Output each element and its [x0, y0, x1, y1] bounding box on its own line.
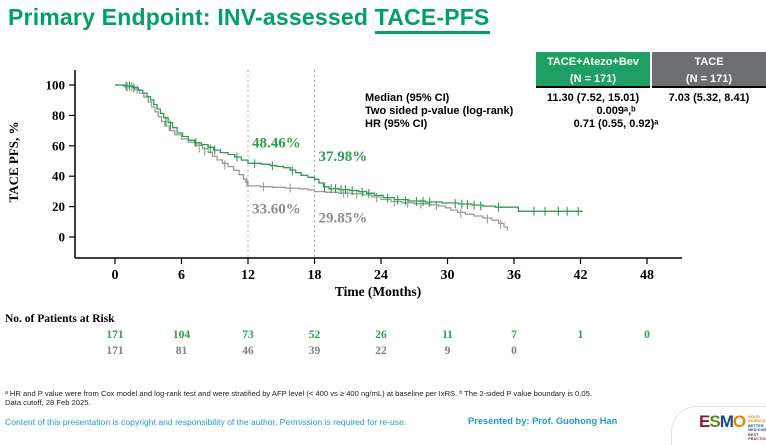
svg-text:12: 12	[241, 268, 255, 283]
svg-text:24: 24	[374, 268, 388, 283]
svg-text:0: 0	[644, 329, 650, 341]
svg-text:30: 30	[441, 268, 455, 283]
svg-text:171: 171	[106, 345, 124, 357]
hr-value: 0.71 (0.55, 0.92)ᵃ	[573, 118, 659, 130]
svg-text:0: 0	[511, 345, 517, 357]
pvalue-value: 0.009ᵃ,ᵇ	[596, 105, 636, 117]
svg-text:Time (Months): Time (Months)	[335, 284, 421, 299]
svg-text:22: 22	[375, 345, 387, 357]
esmo-logo-letters: ESMO	[699, 412, 746, 431]
patients-at-risk-title: No. of Patients at Risk	[5, 313, 115, 325]
hr-label: HR (95% CI)	[365, 118, 428, 130]
svg-text:100: 100	[46, 78, 66, 93]
svg-text:20: 20	[52, 199, 65, 214]
svg-text:1: 1	[578, 329, 584, 341]
median-value-arm2: 7.03 (5.32, 8.41)	[668, 92, 750, 104]
svg-text:46: 46	[242, 345, 254, 357]
footnote-line1: ᵃ HR and P value were from Cox model and…	[5, 389, 592, 398]
svg-text:36: 36	[507, 268, 521, 283]
copyright-text: Content of this presentation is copyrigh…	[5, 417, 407, 427]
svg-text:29.85%: 29.85%	[319, 211, 368, 227]
svg-text:39: 39	[309, 345, 321, 357]
page-title: Primary Endpoint: INV-assessed TACE-PFS	[8, 4, 490, 34]
svg-text:48.46%: 48.46%	[252, 135, 301, 151]
svg-text:171: 171	[106, 329, 124, 341]
slide-corner-decoration	[671, 406, 766, 445]
svg-text:0: 0	[59, 230, 66, 245]
stats-header-arm2-n: (N = 171)	[685, 73, 733, 86]
svg-text:104: 104	[173, 329, 191, 341]
svg-text:26: 26	[375, 329, 387, 341]
svg-text:0: 0	[112, 268, 119, 283]
svg-text:73: 73	[242, 329, 254, 341]
svg-text:18: 18	[308, 268, 322, 283]
stats-header-arm2-name: TACE	[694, 56, 724, 68]
stats-header-tace-atezo-bev: TACE+Atezo+Bev (N = 171)	[536, 52, 650, 88]
svg-text:42: 42	[574, 268, 588, 283]
svg-text:80: 80	[52, 108, 65, 123]
svg-text:81: 81	[176, 345, 188, 357]
esmo-logo: ESMO GOOD SCIENCE BETTER MEDICINE BEST P…	[699, 413, 766, 441]
esmo-logo-tagline: GOOD SCIENCE BETTER MEDICINE BEST PRACTI…	[748, 415, 766, 441]
svg-text:11: 11	[442, 329, 453, 341]
svg-text:60: 60	[52, 138, 65, 153]
svg-text:40: 40	[52, 169, 65, 184]
title-underlined: TACE-PFS	[374, 4, 490, 34]
median-value-arm1: 11.30 (7.52, 15.01)	[546, 92, 640, 104]
svg-text:TACE PFS, %: TACE PFS, %	[6, 121, 21, 202]
svg-text:37.98%: 37.98%	[319, 149, 368, 165]
footnote-line2: Data cutoff, 28 Feb 2025.	[5, 398, 91, 407]
pvalue-label: Two sided p-value (log-rank)	[365, 105, 514, 117]
svg-text:33.60%: 33.60%	[252, 201, 301, 217]
svg-text:7: 7	[511, 329, 517, 341]
stats-header-arm1-n: (N = 171)	[569, 73, 617, 86]
title-prefix: Primary Endpoint: INV-assessed	[8, 4, 375, 30]
svg-text:48: 48	[640, 268, 654, 283]
svg-text:52: 52	[309, 329, 321, 341]
presented-by-text: Presented by: Prof. Guohong Han	[468, 416, 618, 426]
svg-text:6: 6	[178, 268, 185, 283]
svg-text:9: 9	[445, 345, 451, 357]
median-label: Median (95% CI)	[365, 92, 450, 104]
stats-header-arm1-name: TACE+Atezo+Bev	[546, 56, 640, 68]
stats-header-tace: TACE (N = 171)	[652, 52, 766, 88]
